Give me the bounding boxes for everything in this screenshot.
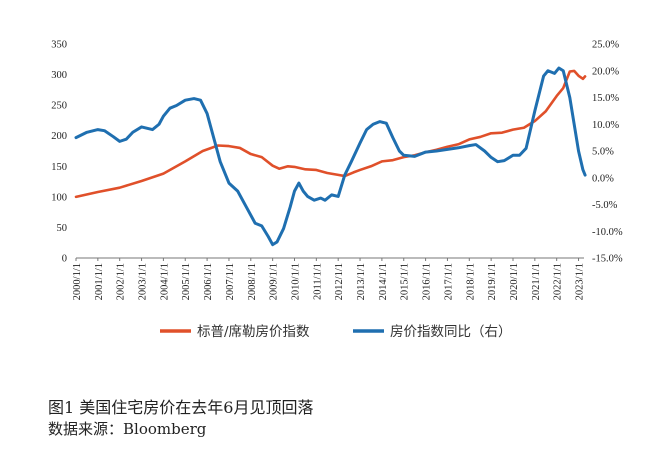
legend-label-yoy: 房价指数同比（右）: [390, 324, 512, 340]
x-tick-label: 2007/1/1: [225, 263, 236, 300]
x-tick-label: 2021/1/1: [531, 263, 542, 300]
x-tick-label: 2002/1/1: [116, 263, 127, 300]
left-tick-label: 200: [51, 131, 67, 142]
left-tick-label: 250: [51, 101, 67, 112]
x-tick-label: 2019/1/1: [487, 263, 498, 300]
x-tick-label: 2013/1/1: [356, 263, 367, 300]
x-tick-label: 2017/1/1: [443, 263, 454, 300]
x-tick-label: 2011/1/1: [312, 263, 323, 300]
data-source: 数据来源：Bloomberg: [48, 420, 207, 438]
x-tick-label: 2004/1/1: [159, 263, 170, 300]
x-tick-label: 2006/1/1: [203, 263, 214, 300]
right-tick-label: 0.0%: [592, 173, 614, 184]
x-tick-label: 2022/1/1: [553, 263, 564, 300]
right-tick-label: 10.0%: [592, 120, 619, 131]
x-tick-label: 2016/1/1: [422, 263, 433, 300]
x-tick-label: 2023/1/1: [575, 263, 586, 300]
series-layer: [74, 66, 587, 247]
left-tick-label: 300: [51, 70, 67, 81]
x-tick-label: 2015/1/1: [400, 263, 411, 300]
left-axis: 0 50 100 150 200 250 300 350: [51, 40, 67, 265]
left-tick-label: 350: [51, 40, 67, 51]
x-tick-label: 2009/1/1: [269, 263, 280, 300]
x-tick-label: 2014/1/1: [378, 263, 389, 300]
left-tick-label: 150: [51, 162, 67, 173]
left-tick-label: 50: [57, 223, 68, 234]
x-tick-label: 2012/1/1: [334, 263, 345, 300]
left-tick-label: 0: [62, 254, 67, 265]
legend: 标普/席勒房价指数 房价指数同比（右）: [160, 324, 512, 340]
x-tick-label: 2003/1/1: [138, 263, 149, 300]
series-line-yoy: [74, 66, 587, 247]
right-tick-label: -5.0%: [592, 200, 618, 211]
legend-label-sp-index: 标普/席勒房价指数: [197, 324, 310, 340]
x-tick-label: 2005/1/1: [181, 263, 192, 300]
right-tick-label: 20.0%: [592, 66, 619, 77]
left-tick-label: 100: [51, 192, 67, 203]
x-tick-label: 2020/1/1: [509, 263, 520, 300]
x-tick-label: 2008/1/1: [247, 263, 258, 300]
right-tick-label: -15.0%: [592, 254, 623, 265]
right-tick-label: 25.0%: [592, 40, 619, 51]
x-tick-label: 2000/1/1: [72, 263, 83, 300]
right-tick-label: 5.0%: [592, 147, 614, 158]
x-axis: 2000/1/1 2001/1/1 2002/1/1 2003/1/1 2004/1/1…: [72, 258, 586, 300]
right-tick-label: 15.0%: [592, 93, 619, 104]
x-tick-label: 2001/1/1: [94, 263, 105, 300]
x-tick-label: 2018/1/1: [465, 263, 476, 300]
series-line-sp-index: [74, 69, 587, 199]
x-tick-label: 2010/1/1: [290, 263, 301, 300]
figure-caption: 图1 美国住宅房价在去年6月见顶回落: [48, 398, 314, 417]
right-axis: -15.0% -10.0% -5.0% 0.0% 5.0% 10.0% 15.0% 20.0%…: [592, 40, 623, 265]
right-tick-label: -10.0%: [592, 227, 623, 238]
chart: 0 50 100 150 200 250 300 350 -15.0% -10.0% -5.0% 0…: [51, 40, 623, 341]
